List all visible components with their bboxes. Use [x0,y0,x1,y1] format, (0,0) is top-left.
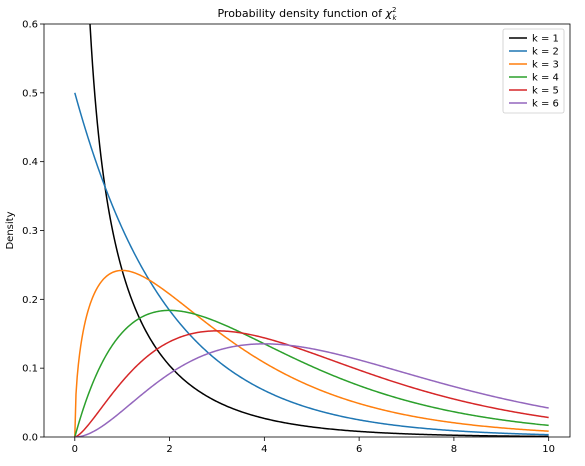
x-tick-label: 0 [72,444,78,455]
y-tick-label: 0.3 [22,226,38,237]
legend-label-k5: k = 5 [532,86,559,97]
series-line-k6 [74,343,549,437]
legend-label-k6: k = 6 [532,99,559,110]
chart-title-superscript: 2 [392,6,396,14]
chart-title: Probability density function of χ2 k [217,6,397,22]
series-group [74,24,549,437]
legend-label-k2: k = 2 [532,47,559,58]
x-tick-label: 2 [166,444,172,455]
series-line-k5 [74,330,549,437]
x-tick-label: 10 [542,444,555,455]
legend: k = 1 k = 2 k = 3 k = 4 k = 5 k = 6 [502,28,565,114]
legend-label-k1: k = 1 [532,34,559,45]
series-line-k1 [89,24,549,437]
legend-label-k3: k = 3 [532,60,559,71]
legend-label-k4: k = 4 [532,73,559,84]
legend-box [502,28,565,114]
chart-title-symbol: χ [384,7,392,20]
x-tick-label: 6 [356,444,362,455]
x-tick-label: 8 [451,444,457,455]
chart-title-prefix: Probability density function of [217,7,385,20]
y-tick-label: 0.5 [22,88,38,99]
y-tick-label: 0.2 [22,295,38,306]
series-line-k2 [74,92,549,436]
y-tick-label: 0.0 [22,433,38,444]
y-axis: 0.0 0.1 0.2 0.3 0.4 0.5 0.6 [22,20,44,444]
y-tick-label: 0.1 [22,364,38,375]
y-tick-label: 0.4 [22,157,38,168]
y-tick-label: 0.6 [22,20,38,31]
series-line-k3 [74,269,549,437]
series-line-k4 [74,309,549,437]
y-axis-label: Density [5,211,16,249]
x-tick-label: 4 [261,444,267,455]
x-axis: 0 2 4 6 8 10 [72,437,555,455]
chart-title-subscript: k [392,14,397,22]
